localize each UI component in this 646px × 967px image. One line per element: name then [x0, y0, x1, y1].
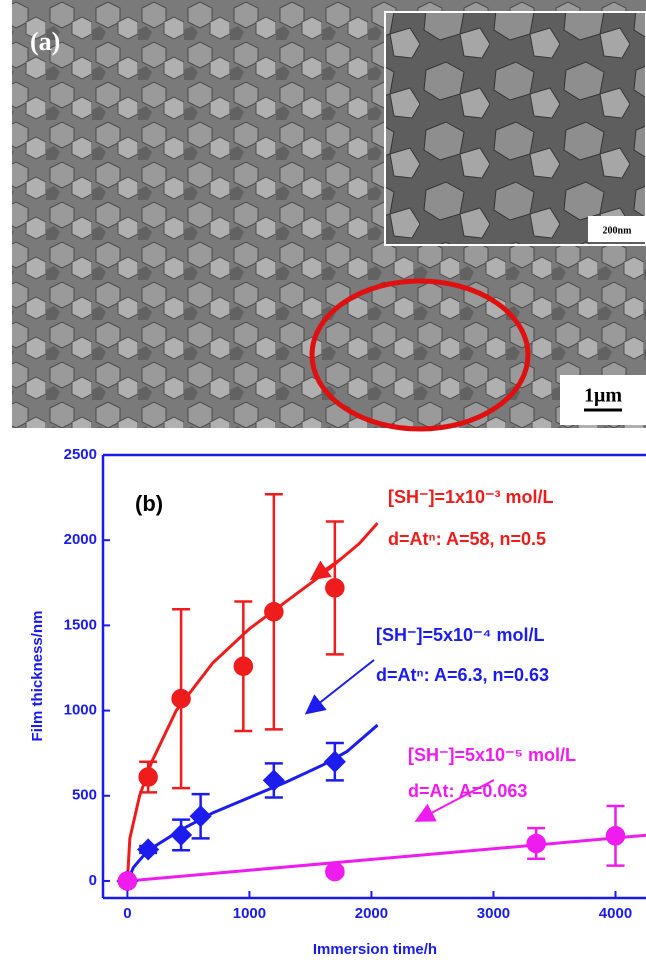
inset-image [385, 12, 646, 245]
y-tick-label: 500 [72, 787, 97, 804]
x-tick-label: 4000 [599, 905, 632, 922]
fit-line [127, 835, 646, 881]
marker [172, 690, 190, 708]
y-tick-label: 2500 [64, 446, 97, 463]
y-tick-label: 1000 [64, 702, 97, 719]
y-tick-label: 2000 [64, 531, 97, 548]
marker [139, 768, 157, 786]
marker [326, 579, 344, 597]
x-tick-label: 0 [123, 905, 131, 922]
marker [171, 825, 191, 845]
y-tick-label: 0 [89, 872, 97, 889]
inset-scale-label: 200nm [603, 225, 633, 236]
annotation: d=Atⁿ: A=58, n=0.5 [388, 529, 546, 549]
marker [527, 834, 545, 852]
marker [264, 770, 284, 790]
y-axis-label: Film thickness/nm [29, 611, 46, 742]
x-axis-label: Immersion time/h [313, 941, 437, 958]
x-tick-label: 2000 [355, 905, 388, 922]
annotation: [SH⁻]=1x10⁻³ mol/L [388, 487, 554, 507]
marker [234, 657, 252, 675]
marker [606, 827, 624, 845]
annotation: d=At: A=0.063 [408, 781, 527, 801]
annotation: d=Atⁿ: A=6.3, n=0.63 [376, 665, 549, 685]
marker [118, 872, 136, 890]
panel-label: (a) [30, 27, 60, 56]
x-tick-label: 3000 [477, 905, 510, 922]
scale-label: 1μm [584, 385, 622, 407]
panel-a: (a) 200nm 1μm [12, 0, 646, 429]
fit-line [127, 523, 377, 881]
figure: (a) 200nm 1μm (b) Immersion time/h Film … [0, 0, 646, 962]
annotation: [SH⁻]=5x10⁻⁵ mol/L [408, 745, 576, 765]
marker [265, 603, 283, 621]
annotation: [SH⁻]=5x10⁻⁴ mol/L [376, 625, 544, 645]
fit-line [127, 725, 377, 881]
panel-label: (b) [135, 491, 163, 516]
y-tick-label: 1500 [64, 616, 97, 633]
x-tick-label: 1000 [233, 905, 266, 922]
marker [326, 863, 344, 881]
panel-b: (b) Immersion time/h Film thickness/nm [… [29, 446, 646, 958]
arrow [308, 660, 374, 712]
